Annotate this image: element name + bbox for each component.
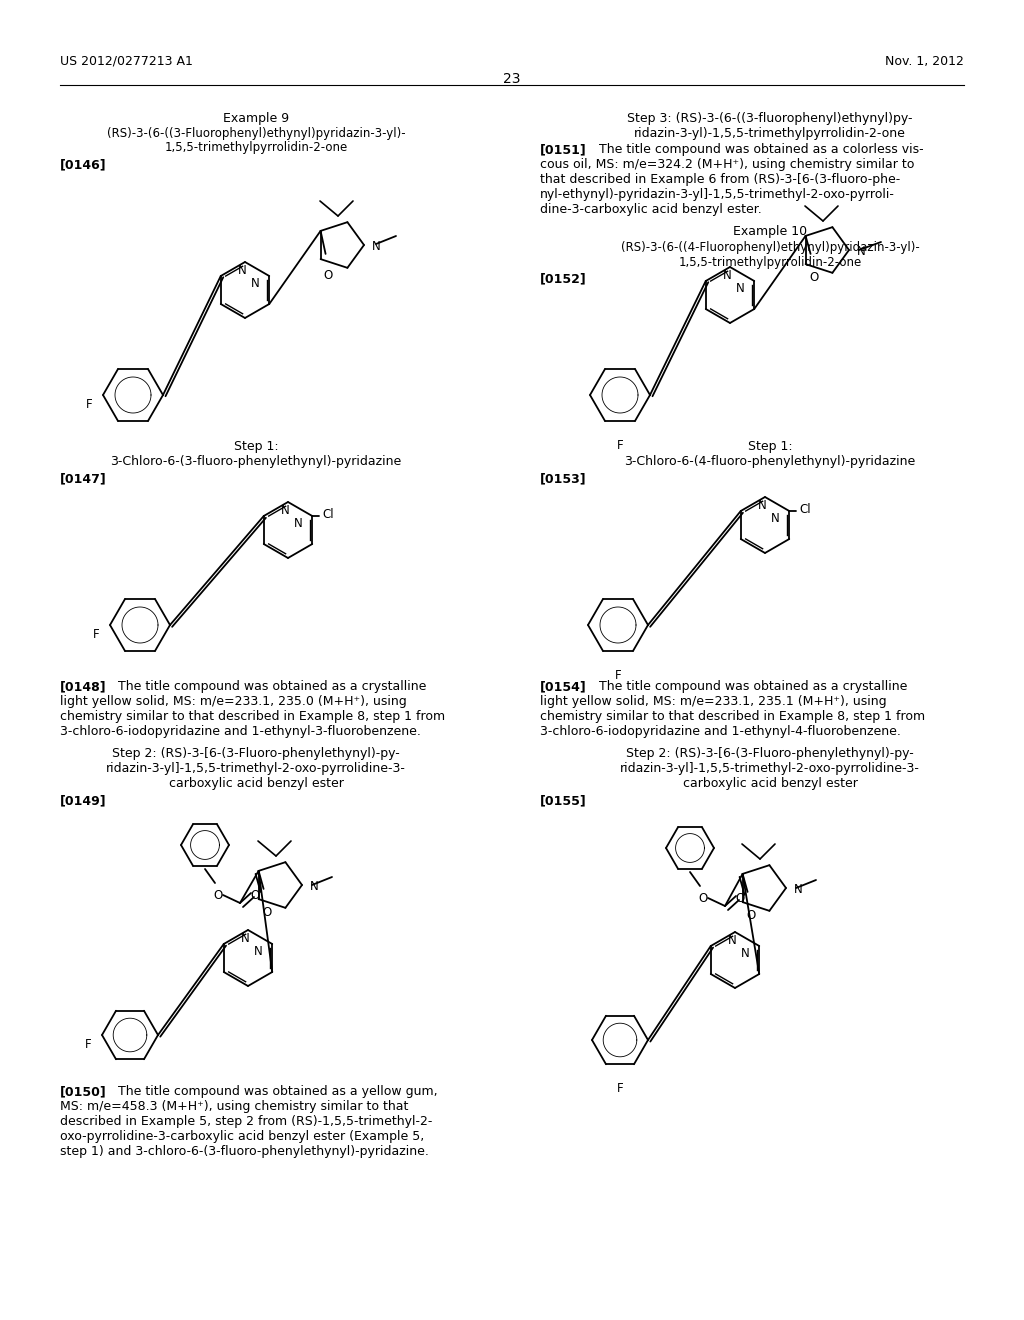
Text: N: N (758, 499, 766, 512)
Text: Step 2: (RS)-3-[6-(3-Fluoro-phenylethynyl)-py-: Step 2: (RS)-3-[6-(3-Fluoro-phenylethyny… (626, 747, 913, 760)
Text: dine-3-carboxylic acid benzyl ester.: dine-3-carboxylic acid benzyl ester. (540, 203, 762, 216)
Text: N: N (728, 935, 736, 946)
Text: ridazin-3-yl]-1,5,5-trimethyl-2-oxo-pyrrolidine-3-: ridazin-3-yl]-1,5,5-trimethyl-2-oxo-pyrr… (106, 762, 406, 775)
Text: N: N (857, 246, 865, 257)
Text: 3-chloro-6-iodopyridazine and 1-ethynyl-3-fluorobenzene.: 3-chloro-6-iodopyridazine and 1-ethynyl-… (60, 725, 421, 738)
Text: N: N (740, 946, 750, 960)
Text: F: F (93, 628, 99, 642)
Text: Nov. 1, 2012: Nov. 1, 2012 (885, 55, 964, 69)
Text: nyl-ethynyl)-pyridazin-3-yl]-1,5,5-trimethyl-2-oxo-pyrroli-: nyl-ethynyl)-pyridazin-3-yl]-1,5,5-trime… (540, 187, 895, 201)
Text: O: O (745, 909, 756, 921)
Text: [0148]: [0148] (60, 680, 106, 693)
Text: O: O (213, 888, 222, 902)
Text: [0146]: [0146] (60, 158, 106, 172)
Text: O: O (698, 892, 708, 906)
Text: chemistry similar to that described in Example 8, step 1 from: chemistry similar to that described in E… (540, 710, 925, 723)
Text: 3-Chloro-6-(3-fluoro-phenylethynyl)-pyridazine: 3-Chloro-6-(3-fluoro-phenylethynyl)-pyri… (111, 455, 401, 469)
Text: (RS)-3-(6-((4-Fluorophenyl)ethynyl)pyridazin-3-yl)-: (RS)-3-(6-((4-Fluorophenyl)ethynyl)pyrid… (621, 242, 920, 253)
Text: [0150]: [0150] (60, 1085, 106, 1098)
Text: described in Example 5, step 2 from (RS)-1,5,5-trimethyl-2-: described in Example 5, step 2 from (RS)… (60, 1115, 432, 1129)
Text: N: N (254, 945, 262, 958)
Text: N: N (241, 932, 250, 945)
Text: Step 1:: Step 1: (748, 440, 793, 453)
Text: 3-Chloro-6-(4-fluoro-phenylethynyl)-pyridazine: 3-Chloro-6-(4-fluoro-phenylethynyl)-pyri… (625, 455, 915, 469)
Text: [0152]: [0152] (540, 272, 587, 285)
Text: N: N (735, 282, 744, 294)
Text: [0153]: [0153] (540, 473, 587, 484)
Text: O: O (251, 888, 260, 902)
Text: N: N (794, 883, 803, 896)
Text: N: N (723, 269, 731, 282)
Text: F: F (85, 1038, 91, 1051)
Text: MS: m/e=458.3 (M+H⁺), using chemistry similar to that: MS: m/e=458.3 (M+H⁺), using chemistry si… (60, 1100, 409, 1113)
Text: O: O (323, 269, 332, 282)
Text: O: O (735, 892, 744, 906)
Text: [0155]: [0155] (540, 795, 587, 807)
Text: ridazin-3-yl)-1,5,5-trimethylpyrrolidin-2-one: ridazin-3-yl)-1,5,5-trimethylpyrrolidin-… (634, 127, 906, 140)
Text: [0149]: [0149] (60, 795, 106, 807)
Text: light yellow solid, MS: m/e=233.1, 235.0 (M+H⁺), using: light yellow solid, MS: m/e=233.1, 235.0… (60, 696, 407, 708)
Text: Step 3: (RS)-3-(6-((3-fluorophenyl)ethynyl)py-: Step 3: (RS)-3-(6-((3-fluorophenyl)ethyn… (628, 112, 912, 125)
Text: Step 1:: Step 1: (233, 440, 279, 453)
Text: [0151]: [0151] (540, 143, 587, 156)
Text: O: O (262, 906, 271, 919)
Text: F: F (614, 669, 622, 682)
Text: step 1) and 3-chloro-6-(3-fluoro-phenylethynyl)-pyridazine.: step 1) and 3-chloro-6-(3-fluoro-phenyle… (60, 1144, 429, 1158)
Text: Step 2: (RS)-3-[6-(3-Fluoro-phenylethynyl)-py-: Step 2: (RS)-3-[6-(3-Fluoro-phenylethyny… (112, 747, 400, 760)
Text: US 2012/0277213 A1: US 2012/0277213 A1 (60, 55, 193, 69)
Text: N: N (251, 277, 259, 290)
Text: F: F (616, 1082, 624, 1096)
Text: 3-chloro-6-iodopyridazine and 1-ethynyl-4-fluorobenzene.: 3-chloro-6-iodopyridazine and 1-ethynyl-… (540, 725, 901, 738)
Text: cous oil, MS: m/e=324.2 (M+H⁺), using chemistry similar to: cous oil, MS: m/e=324.2 (M+H⁺), using ch… (540, 158, 914, 172)
Text: that described in Example 6 from (RS)-3-[6-(3-fluoro-phe-: that described in Example 6 from (RS)-3-… (540, 173, 900, 186)
Text: carboxylic acid benzyl ester: carboxylic acid benzyl ester (683, 777, 857, 789)
Text: N: N (309, 880, 318, 894)
Text: light yellow solid, MS: m/e=233.1, 235.1 (M+H⁺), using: light yellow solid, MS: m/e=233.1, 235.1… (540, 696, 887, 708)
Text: N: N (281, 504, 290, 517)
Text: N: N (372, 240, 380, 253)
Text: 23: 23 (503, 73, 521, 86)
Text: O: O (809, 271, 818, 284)
Text: (RS)-3-(6-((3-Fluorophenyl)ethynyl)pyridazin-3-yl)-: (RS)-3-(6-((3-Fluorophenyl)ethynyl)pyrid… (106, 127, 406, 140)
Text: Cl: Cl (323, 508, 334, 521)
Text: Example 10: Example 10 (733, 224, 807, 238)
Text: Example 9: Example 9 (223, 112, 289, 125)
Text: The title compound was obtained as a crystalline: The title compound was obtained as a cry… (106, 680, 426, 693)
Text: The title compound was obtained as a yellow gum,: The title compound was obtained as a yel… (106, 1085, 437, 1098)
Text: F: F (616, 440, 624, 451)
Text: Cl: Cl (800, 503, 811, 516)
Text: 1,5,5-trimethylpyrrolidin-2-one: 1,5,5-trimethylpyrrolidin-2-one (678, 256, 861, 269)
Text: The title compound was obtained as a crystalline: The title compound was obtained as a cry… (587, 680, 907, 693)
Text: The title compound was obtained as a colorless vis-: The title compound was obtained as a col… (587, 143, 924, 156)
Text: 1,5,5-trimethylpyrrolidin-2-one: 1,5,5-trimethylpyrrolidin-2-one (165, 141, 347, 154)
Text: N: N (771, 512, 779, 525)
Text: N: N (238, 264, 247, 277)
Text: F: F (86, 399, 92, 411)
Text: [0147]: [0147] (60, 473, 106, 484)
Text: N: N (294, 517, 302, 531)
Text: chemistry similar to that described in Example 8, step 1 from: chemistry similar to that described in E… (60, 710, 445, 723)
Text: oxo-pyrrolidine-3-carboxylic acid benzyl ester (Example 5,: oxo-pyrrolidine-3-carboxylic acid benzyl… (60, 1130, 424, 1143)
Text: ridazin-3-yl]-1,5,5-trimethyl-2-oxo-pyrrolidine-3-: ridazin-3-yl]-1,5,5-trimethyl-2-oxo-pyrr… (621, 762, 920, 775)
Text: [0154]: [0154] (540, 680, 587, 693)
Text: carboxylic acid benzyl ester: carboxylic acid benzyl ester (169, 777, 343, 789)
